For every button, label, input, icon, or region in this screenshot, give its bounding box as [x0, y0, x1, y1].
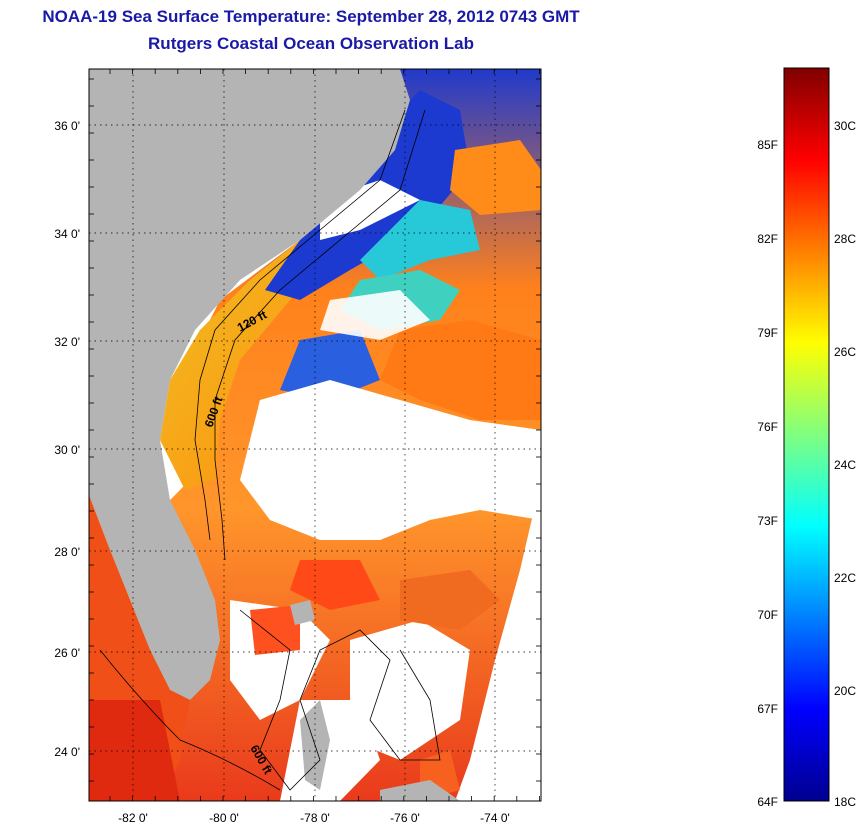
lat-tick-label: 28 0' [54, 545, 80, 559]
lat-tick-label: 36 0' [54, 119, 80, 133]
map-frame [88, 68, 542, 802]
cbar-c-label: 26C [834, 345, 856, 359]
lon-tick-label: -78 0' [300, 811, 330, 825]
latitude-axis: 36 0' 34 0' 32 0' 30 0' 28 0' 26 0' 24 0… [54, 119, 80, 759]
colorbar-celsius-labels: 30C 28C 26C 24C 22C 20C 18C [834, 119, 856, 809]
lon-tick-label: -82 0' [118, 811, 148, 825]
cbar-f-label: 67F [757, 702, 778, 716]
cbar-f-label: 82F [757, 232, 778, 246]
cbar-f-label: 73F [757, 514, 778, 528]
cbar-c-label: 28C [834, 232, 856, 246]
lon-tick-label: -74 0' [480, 811, 510, 825]
lat-tick-label: 34 0' [54, 227, 80, 241]
lat-tick-label: 32 0' [54, 335, 80, 349]
shelf-warm-band [160, 240, 340, 490]
cbar-f-label: 64F [757, 795, 778, 809]
cbar-c-label: 22C [834, 571, 856, 585]
cbar-c-label: 30C [834, 119, 856, 133]
map-title: NOAA-19 Sea Surface Temperature: Septemb… [42, 7, 580, 26]
contour-120ft [194, 109, 406, 541]
cbar-f-label: 70F [757, 608, 778, 622]
cbar-f-label: 76F [757, 420, 778, 434]
cbar-f-label: 85F [757, 138, 778, 152]
lat-tick-label: 26 0' [54, 646, 80, 660]
lon-tick-label: -80 0' [209, 811, 239, 825]
cbar-c-label: 20C [834, 684, 856, 698]
lon-tick-label: -76 0' [390, 811, 420, 825]
land-us-coast [89, 69, 410, 700]
cbar-c-label: 24C [834, 458, 856, 472]
lat-tick-label: 30 0' [54, 443, 80, 457]
lat-tick-label: 24 0' [54, 745, 80, 759]
cloud-mask [240, 380, 541, 540]
cbar-f-label: 79F [757, 326, 778, 340]
map-subtitle: Rutgers Coastal Ocean Observation Lab [148, 34, 474, 53]
contour-600ft [214, 109, 426, 561]
cbar-c-label: 18C [834, 795, 856, 809]
longitude-axis: -82 0' -80 0' -78 0' -76 0' -74 0' [118, 811, 510, 825]
map-grid [89, 69, 541, 801]
colorbar-fahrenheit-labels: 85F 82F 79F 76F 73F 70F 67F 64F [757, 138, 778, 809]
colorbar-ramp [783, 67, 830, 802]
